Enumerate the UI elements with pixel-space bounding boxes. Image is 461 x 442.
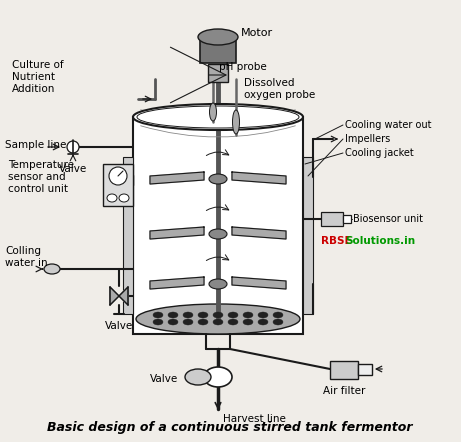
Ellipse shape — [258, 312, 268, 318]
Ellipse shape — [209, 174, 227, 184]
Ellipse shape — [153, 319, 163, 325]
Ellipse shape — [183, 312, 193, 318]
Polygon shape — [232, 172, 286, 184]
Text: Basic design of a continuous stirred tank fermentor: Basic design of a continuous stirred tan… — [47, 422, 413, 434]
Polygon shape — [119, 287, 128, 305]
Text: Colling
water in: Colling water in — [5, 246, 47, 268]
Ellipse shape — [168, 319, 178, 325]
Ellipse shape — [119, 194, 129, 202]
Text: Solutions.in: Solutions.in — [345, 236, 415, 246]
Ellipse shape — [209, 279, 227, 289]
Ellipse shape — [67, 141, 79, 153]
Bar — [200, 37, 236, 63]
Text: Harvest line: Harvest line — [223, 414, 286, 424]
Ellipse shape — [273, 312, 283, 318]
Text: Valve: Valve — [59, 164, 87, 174]
Ellipse shape — [258, 319, 268, 325]
Text: RBSE: RBSE — [321, 236, 352, 246]
Text: Dissolved
oxygen probe: Dissolved oxygen probe — [244, 78, 315, 100]
Text: pH probe: pH probe — [219, 62, 267, 72]
Polygon shape — [150, 277, 204, 289]
Ellipse shape — [198, 319, 208, 325]
Bar — [303, 157, 313, 314]
Ellipse shape — [243, 319, 253, 325]
Text: Culture of
Nutrient
Addition: Culture of Nutrient Addition — [12, 61, 64, 94]
Text: Cooling water out: Cooling water out — [345, 120, 431, 130]
Bar — [321, 212, 343, 226]
Bar — [358, 364, 372, 375]
Text: Cooling jacket: Cooling jacket — [345, 148, 414, 158]
Polygon shape — [150, 172, 204, 184]
Text: Motor: Motor — [241, 28, 273, 38]
Ellipse shape — [183, 319, 193, 325]
Text: Air filter: Air filter — [323, 386, 365, 396]
Polygon shape — [110, 287, 119, 305]
Ellipse shape — [273, 319, 283, 325]
Bar — [123, 157, 133, 314]
Ellipse shape — [168, 312, 178, 318]
Polygon shape — [119, 287, 128, 305]
Text: Valve: Valve — [150, 374, 178, 384]
Ellipse shape — [204, 367, 232, 387]
Ellipse shape — [209, 103, 217, 121]
Polygon shape — [150, 227, 204, 239]
Ellipse shape — [228, 319, 238, 325]
Text: Temperature
sensor and
control unit: Temperature sensor and control unit — [8, 160, 74, 194]
Ellipse shape — [209, 229, 227, 239]
Polygon shape — [232, 277, 286, 289]
Bar — [103, 164, 133, 206]
Ellipse shape — [198, 29, 238, 45]
Text: Impellers: Impellers — [345, 134, 390, 144]
Bar — [330, 361, 358, 379]
Text: Valve: Valve — [105, 321, 133, 331]
Ellipse shape — [232, 110, 240, 134]
Ellipse shape — [243, 312, 253, 318]
Text: Sample line: Sample line — [5, 140, 66, 150]
Ellipse shape — [133, 104, 303, 130]
Ellipse shape — [107, 194, 117, 202]
Ellipse shape — [213, 319, 223, 325]
Ellipse shape — [44, 264, 60, 274]
Ellipse shape — [213, 312, 223, 318]
Bar — [208, 64, 228, 82]
Bar — [343, 215, 351, 223]
Bar — [133, 117, 303, 334]
Ellipse shape — [136, 304, 300, 334]
Ellipse shape — [185, 369, 211, 385]
Ellipse shape — [109, 167, 127, 185]
Ellipse shape — [198, 312, 208, 318]
Polygon shape — [110, 287, 119, 305]
Ellipse shape — [153, 312, 163, 318]
Polygon shape — [232, 227, 286, 239]
Text: Biosensor unit: Biosensor unit — [353, 214, 423, 224]
Ellipse shape — [228, 312, 238, 318]
